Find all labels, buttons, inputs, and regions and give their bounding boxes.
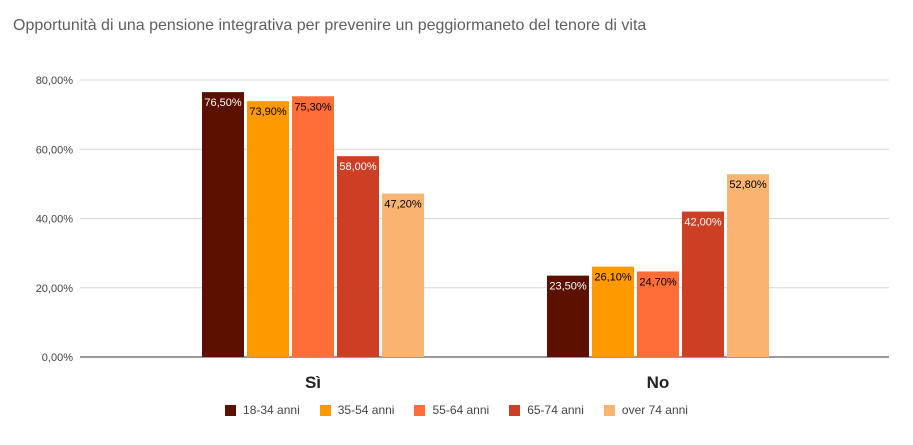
data-label: 42,00% xyxy=(684,217,722,229)
bar xyxy=(637,271,679,357)
y-tick-label: 80,00% xyxy=(36,75,74,87)
legend-item: 65-74 anni xyxy=(509,403,584,417)
chart-title: Opportunità di una pensione integrativa … xyxy=(13,17,647,34)
bar xyxy=(292,96,334,358)
legend-swatch xyxy=(319,404,331,416)
y-tick-label: 40,00% xyxy=(36,214,74,226)
y-axis-ticks: 0,00% 20,00% 40,00% 60,00% 80,00% xyxy=(36,75,74,364)
legend-label: over 74 anni xyxy=(621,403,688,417)
legend-swatch xyxy=(225,404,237,416)
legend-item: 35-54 anni xyxy=(319,403,395,417)
bar xyxy=(202,92,244,358)
bar xyxy=(337,156,379,357)
legend-swatch xyxy=(509,404,521,416)
legend-label: 18-34 anni xyxy=(243,403,300,417)
legend-item: 55-64 anni xyxy=(414,403,489,417)
legend-label: 55-64 anni xyxy=(432,403,490,417)
legend-swatch xyxy=(603,404,615,416)
bar xyxy=(547,275,589,357)
data-label: 75,30% xyxy=(294,101,332,113)
legend-label: 65-74 anni xyxy=(527,403,584,417)
bar xyxy=(382,193,424,357)
bar xyxy=(592,266,634,357)
legend-swatch xyxy=(414,404,426,416)
y-tick-label: 0,00% xyxy=(42,352,73,364)
bar xyxy=(727,174,769,357)
y-tick-label: 20,00% xyxy=(36,283,74,295)
data-label: 52,80% xyxy=(729,179,767,191)
legend-label: 35-54 anni xyxy=(337,403,395,417)
legend-item: over 74 anni xyxy=(603,403,688,417)
x-tick-label: Sì xyxy=(305,373,321,392)
legend: 18-34 anni 35-54 anni 55-64 anni 65-74 anni… xyxy=(0,403,913,417)
data-label: 26,10% xyxy=(594,272,632,284)
data-label: 24,70% xyxy=(639,276,677,288)
data-label: 47,20% xyxy=(384,199,422,211)
x-tick-label: No xyxy=(647,373,670,392)
data-labels: 76,50% 73,90% 75,30% 58,00% 47,20% 23,50% 26,1… xyxy=(204,97,767,293)
y-tick-label: 60,00% xyxy=(36,144,74,156)
bars xyxy=(202,92,769,358)
legend-item: 18-34 anni xyxy=(225,403,300,417)
data-label: 73,90% xyxy=(249,106,287,118)
x-axis-ticks: Sì No xyxy=(305,373,669,392)
data-label: 23,50% xyxy=(549,281,587,293)
bar xyxy=(682,211,724,357)
data-label: 76,50% xyxy=(204,97,242,109)
data-label: 58,00% xyxy=(339,161,377,173)
bar xyxy=(247,101,289,357)
